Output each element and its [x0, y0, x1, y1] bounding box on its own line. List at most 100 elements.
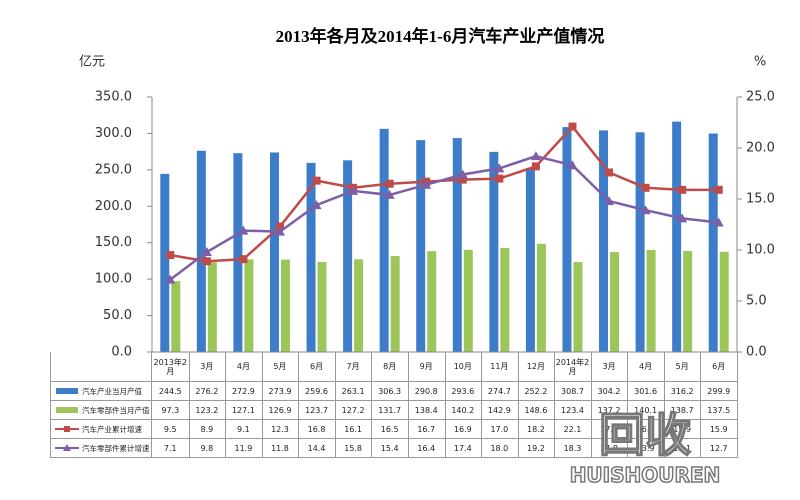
watermark-brand: HUISHOUREN: [569, 462, 721, 488]
bar: [719, 251, 729, 352]
data-label: 18.3: [554, 439, 592, 458]
marker: [530, 151, 541, 161]
data-label: 304.2: [590, 382, 629, 401]
y2-tick-label: 10.0: [746, 243, 775, 258]
marker: [677, 213, 688, 223]
legend-key: [55, 426, 79, 432]
data-label: 22.1: [554, 420, 592, 439]
marker: [713, 217, 724, 227]
x-tick-label: 12月: [517, 352, 556, 382]
data-label: 16.7: [407, 420, 446, 439]
data-label: 17.6: [590, 420, 629, 439]
marker: [274, 226, 285, 236]
bar: [489, 151, 499, 352]
y-tick-label: 350.0: [95, 90, 132, 105]
marker: [238, 225, 249, 235]
data-label: 16.8: [298, 420, 336, 439]
bar: [683, 250, 693, 352]
bar: [280, 259, 290, 352]
marker: [494, 163, 505, 173]
data-label: 131.7: [371, 401, 409, 420]
data-label: 19.2: [517, 439, 556, 458]
data-label: 9.8: [188, 439, 227, 458]
data-label: 123.7: [298, 401, 336, 420]
bar: [416, 140, 426, 352]
marker: [640, 205, 651, 215]
bar: [536, 243, 546, 352]
marker: [678, 185, 687, 194]
data-label: 9.5: [152, 420, 190, 439]
data-label: 244.5: [152, 382, 190, 401]
bar: [390, 256, 400, 352]
data-label: 127.2: [334, 401, 373, 420]
data-label: 306.3: [371, 382, 409, 401]
legend-label: 汽车产业当月产值: [82, 386, 142, 396]
x-tick-label: 9月: [407, 352, 446, 382]
data-label: 17.4: [444, 439, 483, 458]
marker: [457, 169, 468, 179]
data-label: 9.1: [225, 420, 263, 439]
marker: [714, 185, 723, 194]
x-tick-label: 3月: [188, 352, 227, 382]
watermark: 回收 HUISHOUREN: [560, 407, 730, 488]
data-label: 127.1: [225, 401, 263, 420]
data-label: 123.2: [188, 401, 227, 420]
bar: [160, 173, 170, 352]
bar: [244, 259, 254, 352]
data-label: 15.4: [371, 439, 409, 458]
y2-tick-label: 15.0: [746, 192, 775, 207]
bar: [708, 133, 718, 352]
data-label: 16.9: [444, 420, 483, 439]
marker: [568, 122, 577, 131]
marker: [312, 176, 321, 185]
bar: [599, 130, 609, 352]
y2-tick-label: 20.0: [746, 141, 775, 156]
data-label: 14.4: [298, 439, 336, 458]
bar: [233, 153, 243, 352]
data-label: 11.9: [225, 439, 263, 458]
y-tick-label: 0.0: [111, 345, 132, 360]
x-tick-label: 2013年2月: [152, 352, 190, 382]
data-label: 18.2: [517, 420, 556, 439]
y2-tick-label: 5.0: [746, 294, 767, 309]
bar: [452, 138, 462, 352]
legend-label: 汽车零部件当月产值: [82, 405, 150, 415]
marker: [531, 162, 540, 171]
marker: [239, 255, 248, 264]
marker: [567, 160, 578, 170]
data-label: 137.2: [590, 401, 629, 420]
bar: [463, 249, 473, 352]
x-tick-label: 4月: [225, 352, 263, 382]
marker: [166, 251, 175, 260]
bar: [207, 262, 217, 352]
marker: [641, 183, 650, 192]
marker: [495, 174, 504, 183]
y-tick-label: 100.0: [95, 272, 132, 287]
data-label: 272.9: [225, 382, 263, 401]
y-tick-label: 50.0: [103, 308, 132, 323]
data-label: 290.8: [407, 382, 446, 401]
x-tick-label: 7月: [334, 352, 373, 382]
line: [169, 154, 719, 281]
legend-label: 汽车产业累计增速: [82, 424, 142, 434]
data-label: 137.5: [700, 401, 738, 420]
watermark-icon: 回收: [598, 407, 692, 463]
data-label: 13.1: [663, 439, 702, 458]
data-label: 308.7: [554, 382, 592, 401]
data-label: 18.0: [481, 439, 519, 458]
y-tick-label: 200.0: [95, 199, 132, 214]
data-label: 7.1: [152, 439, 190, 458]
data-label: 16.4: [407, 439, 446, 458]
data-label: 8.9: [188, 420, 227, 439]
data-label: 140.1: [627, 401, 665, 420]
data-label: 299.9: [700, 382, 738, 401]
y2-axis-label: %: [754, 55, 766, 70]
bar: [343, 160, 353, 352]
data-label: 13.9: [627, 439, 665, 458]
data-label: 140.2: [444, 401, 483, 420]
data-label: 316.2: [663, 382, 702, 401]
data-label: 14.8: [590, 439, 629, 458]
legend-key: [55, 444, 79, 451]
bar: [500, 247, 510, 352]
